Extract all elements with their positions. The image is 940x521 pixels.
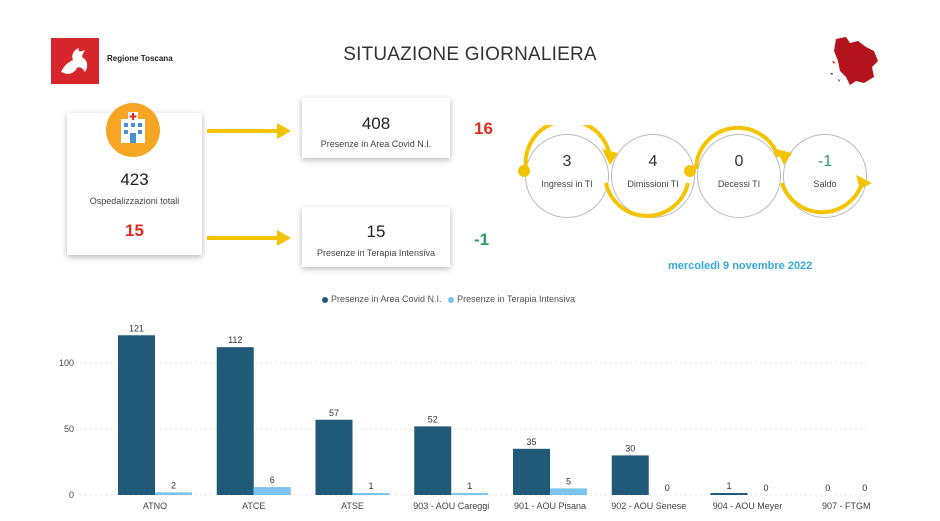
icu-admissions-value: 3 [562,153,572,170]
x-tick-label: 904 - AOU Meyer [713,501,783,511]
chart-legend: Presenze in Area Covid N.I. Presenze in … [322,294,575,304]
icu-discharges-circle [611,134,695,218]
bar-covid [216,347,254,495]
icu-label: Presenze in Terapia Intensiva [317,248,435,258]
icu-deaths-value: 0 [734,153,744,170]
data-label: 57 [329,408,339,418]
data-label: 112 [228,335,242,345]
covid-area-card [302,98,450,158]
data-label: 52 [428,414,438,424]
logo-text: Regione Toscana [107,54,173,63]
data-label: 0 [665,483,670,493]
report-date: mercoledì 9 novembre 2022 [668,260,813,272]
x-tick-label: ATNO [143,501,167,511]
region-logo [51,38,99,84]
data-label: 5 [566,476,571,486]
tuscany-map-icon [830,37,878,85]
arrow-head-icon [277,123,291,139]
legend-dot-covid [322,296,328,303]
data-label: 30 [625,443,635,453]
data-label: 121 [129,323,144,333]
bar-icu [155,492,192,495]
covid-area-delta: 16 [474,119,493,138]
hospitalized-value: 423 [120,170,149,189]
x-tick-label: 907 - FTGM [822,501,871,511]
data-label: 0 [825,483,830,493]
balance-value: -1 [817,153,833,170]
bar-covid [118,335,155,495]
data-label: 6 [270,475,275,485]
data-label: 1 [467,481,472,491]
bar-covid [710,493,748,495]
hospital-icon [106,103,160,157]
x-tick-label: 902 - AOU Senese [611,501,686,511]
data-label: 35 [526,437,536,447]
hospitalized-label: Ospedalizzazioni totali [89,196,180,206]
legend-label-covid: Presenze in Area Covid N.I. [331,294,442,304]
icu-discharges-value: 4 [648,153,658,170]
x-tick-label: ATCE [242,501,265,511]
bar-covid [315,419,353,495]
data-label: 0 [763,483,768,493]
arrow-to-covid-area [207,129,281,133]
page-title: SITUAZIONE GIORNALIERA [343,44,597,65]
x-tick-label: 903 - AOU Careggi [413,501,489,511]
icu-delta: -1 [474,230,490,249]
icu-deaths-label: Decessi TI [717,179,761,189]
y-tick-label: 100 [59,358,74,368]
hospitalized-delta: 15 [125,221,144,240]
icu-card [302,207,450,267]
arrow-head-icon [277,230,291,246]
arrow-to-icu [207,236,281,240]
y-tick-label: 50 [64,424,74,434]
x-tick-label: ATSE [341,501,364,511]
data-label: 1 [368,481,373,491]
balance-label: Saldo [813,179,837,189]
bar-icu [550,488,587,495]
bar-icu [352,493,390,495]
pegasus-logo-icon [61,48,88,74]
bar-covid [513,448,550,495]
flow-arrows [518,125,872,218]
bar-covid [414,426,452,495]
icu-discharges-label: Dimissioni TI [627,179,679,189]
legend-dot-icu [448,296,455,303]
covid-area-label: Presenze in Area Covid N.I. [320,139,432,149]
data-label: 0 [862,483,867,493]
icu-value: 15 [366,222,386,241]
legend-label-icu: Presenze in Terapia Intensiva [457,294,575,304]
data-label: 2 [171,480,176,490]
y-tick-label: 0 [69,490,74,500]
icu-admissions-label: Ingressi in TI [541,179,593,189]
covid-area-value: 408 [361,114,391,133]
bar-icu [451,493,489,495]
data-label: 1 [726,481,731,491]
icu-deaths-circle [697,134,781,218]
x-tick-label: 901 - AOU Pisana [514,501,586,511]
bar-covid [611,455,649,495]
bar-icu [253,487,291,495]
